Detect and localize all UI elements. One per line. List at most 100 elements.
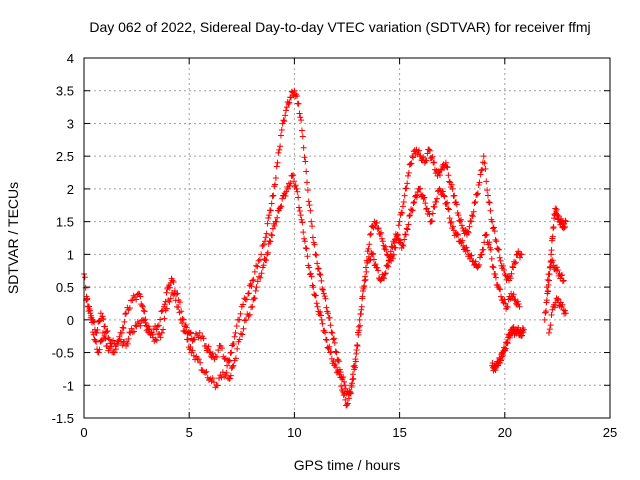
data-point: [164, 285, 171, 292]
y-tick-label: 0.5: [56, 280, 74, 295]
data-point: [117, 329, 124, 336]
data-point: [367, 230, 374, 237]
data-point: [161, 301, 168, 308]
data-point: [322, 295, 329, 302]
data-point: [277, 204, 284, 211]
data-point: [293, 93, 300, 100]
data-point: [454, 210, 461, 217]
data-point: [401, 192, 408, 199]
data-point: [253, 262, 260, 269]
data-point: [413, 194, 420, 201]
data-point: [248, 304, 255, 311]
data-point: [484, 192, 491, 199]
data-point: [447, 219, 454, 226]
data-point: [309, 282, 316, 289]
data-point: [472, 199, 479, 205]
data-point: [416, 152, 423, 159]
data-point: [268, 200, 275, 207]
data-point: [558, 215, 565, 222]
data-point: [191, 336, 198, 343]
data-point: [490, 264, 497, 271]
data-point: [560, 277, 567, 284]
data-point: [377, 231, 384, 238]
data-point: [207, 349, 214, 356]
data-point: [232, 355, 239, 362]
data-point: [359, 288, 366, 295]
data-point: [326, 314, 333, 321]
y-tick-label: -1.5: [52, 411, 74, 426]
data-point: [341, 378, 348, 385]
data-point: [280, 117, 287, 124]
data-point: [395, 222, 402, 229]
data-point: [425, 208, 432, 215]
data-point: [286, 182, 293, 189]
data-point: [266, 237, 273, 244]
data-point: [202, 369, 209, 376]
data-point: [498, 293, 505, 300]
data-point: [290, 178, 297, 185]
data-point: [335, 356, 342, 363]
data-point: [503, 276, 510, 283]
data-point: [476, 179, 483, 186]
y-tick-label: 1: [67, 247, 74, 262]
data-point: [497, 360, 504, 367]
data-point: [264, 249, 271, 256]
data-point: [336, 371, 343, 378]
data-point: [363, 268, 370, 275]
data-point: [383, 251, 390, 258]
data-point: [103, 343, 110, 350]
data-point: [444, 199, 451, 206]
data-point: [239, 331, 246, 338]
data-point: [516, 254, 523, 261]
data-point: [166, 284, 173, 291]
data-point: [163, 289, 170, 296]
data-point: [170, 278, 177, 285]
data-point: [256, 256, 263, 263]
data-point: [402, 231, 409, 238]
data-point: [474, 191, 481, 198]
data-point: [547, 264, 554, 271]
x-tick-label: 10: [287, 425, 301, 440]
data-point: [483, 178, 490, 185]
data-point: [378, 235, 385, 242]
data-point: [495, 246, 502, 253]
data-point: [161, 315, 168, 322]
data-point: [428, 155, 435, 162]
data-point: [374, 226, 381, 233]
data-point: [111, 349, 118, 356]
series-band-b: [83, 172, 523, 409]
data-point: [495, 246, 502, 253]
data-point: [158, 329, 165, 336]
data-point: [543, 308, 550, 315]
data-point: [478, 167, 485, 174]
data-point: [404, 180, 411, 187]
data-point: [451, 192, 458, 199]
data-point: [312, 292, 319, 299]
data-point: [541, 316, 548, 323]
data-point: [282, 112, 289, 119]
data-point: [492, 236, 499, 243]
data-point: [511, 296, 518, 303]
data-point: [216, 375, 223, 382]
data-point: [317, 308, 324, 315]
data-point: [281, 118, 288, 125]
data-point: [370, 250, 377, 257]
data-point: [420, 154, 427, 161]
data-point: [141, 308, 148, 315]
data-point: [124, 340, 131, 347]
data-point: [132, 322, 139, 329]
data-point: [480, 153, 487, 160]
data-point: [279, 195, 286, 202]
data-point: [545, 288, 552, 295]
data-point: [388, 243, 395, 250]
data-point: [554, 267, 561, 274]
data-point: [365, 245, 372, 252]
data-point: [289, 89, 296, 96]
data-point: [126, 304, 133, 311]
data-point: [187, 330, 194, 337]
data-point: [375, 225, 382, 232]
data-point: [436, 172, 443, 179]
y-tick-label: -1: [62, 378, 74, 393]
data-point: [294, 100, 301, 107]
data-point: [545, 329, 552, 336]
